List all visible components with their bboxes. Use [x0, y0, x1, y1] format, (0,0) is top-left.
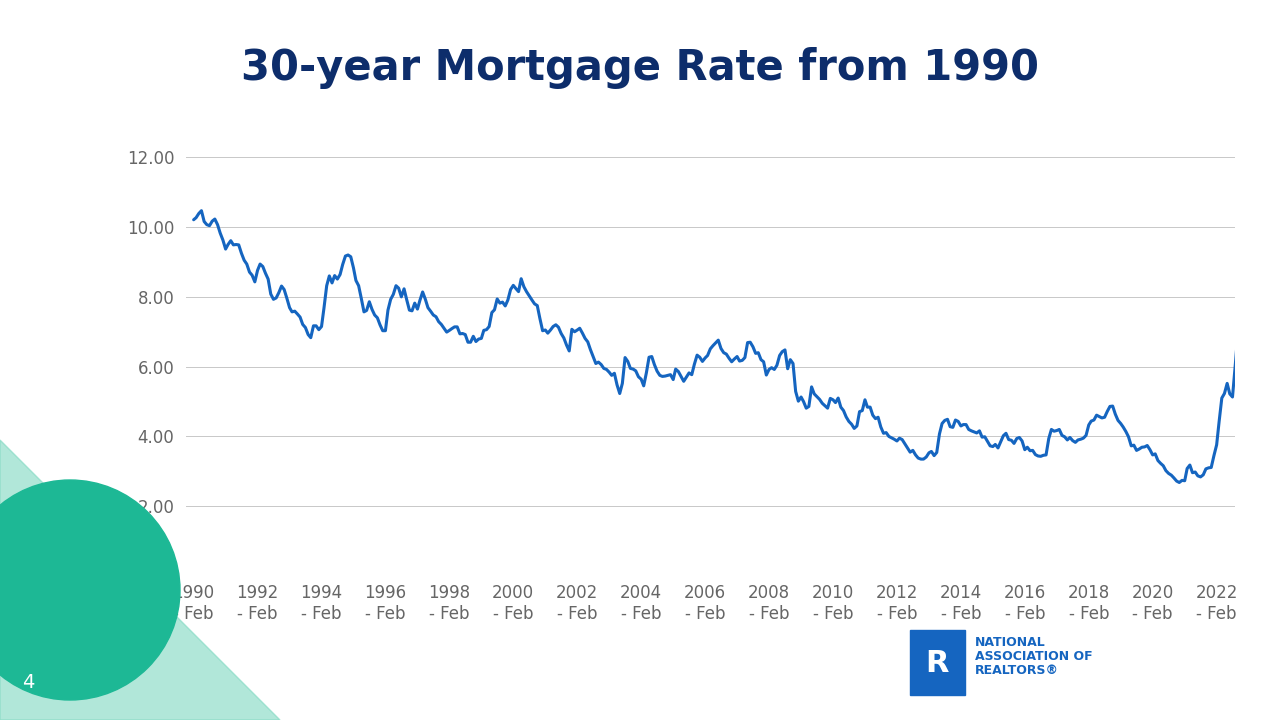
Text: NATIONAL: NATIONAL: [975, 636, 1046, 649]
Text: REALTORS®: REALTORS®: [975, 665, 1059, 678]
Text: 30-year Mortgage Rate from 1990: 30-year Mortgage Rate from 1990: [241, 47, 1039, 89]
Text: 4: 4: [22, 673, 35, 692]
Circle shape: [0, 480, 180, 700]
Text: R: R: [925, 649, 948, 678]
Text: ASSOCIATION OF: ASSOCIATION OF: [975, 650, 1093, 664]
Polygon shape: [0, 440, 280, 720]
Bar: [910, 630, 965, 695]
